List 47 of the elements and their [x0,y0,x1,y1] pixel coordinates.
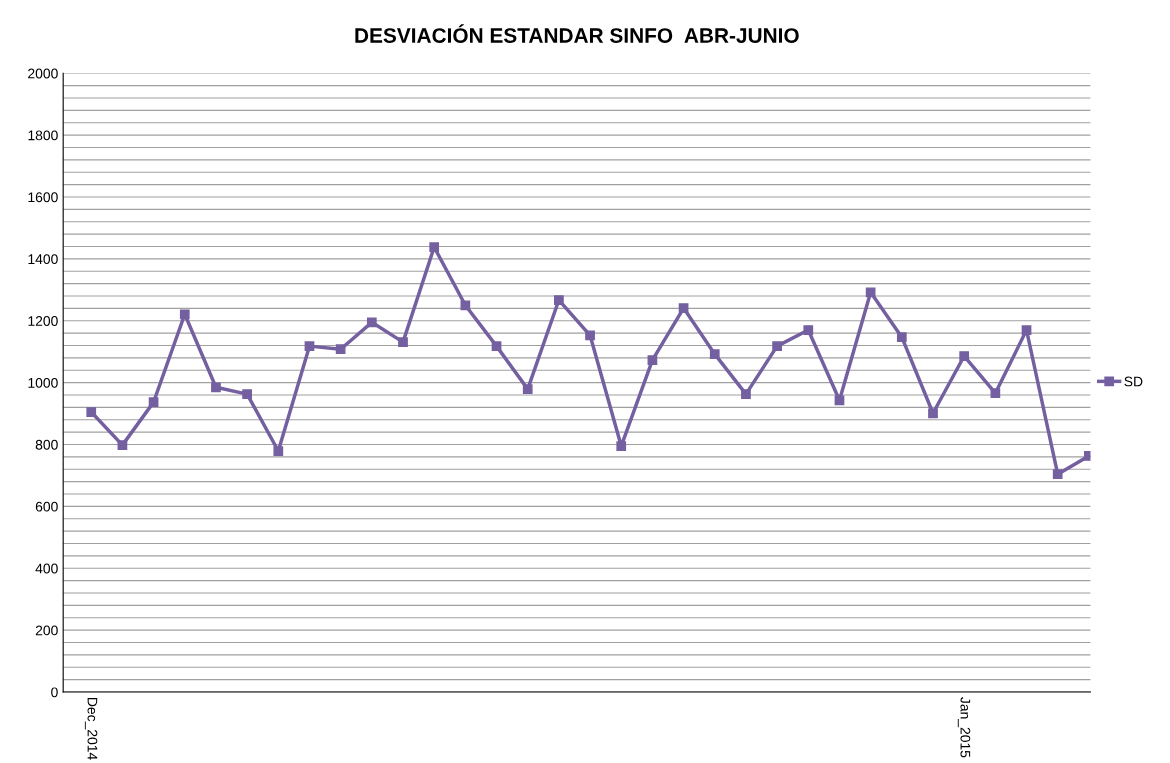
legend-label: SD [1124,376,1143,387]
point [990,388,1001,399]
point [959,351,970,361]
point [148,397,159,407]
y-tick-label: 1400 [28,254,58,265]
point [491,341,502,351]
point [211,382,221,393]
y-tick-label: 400 [35,563,58,574]
chart-title: DESVIACIÓN ESTANDAR SINFO ABR-JUNIO [355,24,799,43]
point [647,355,658,365]
point [273,446,284,456]
point [896,332,907,343]
point [928,408,938,419]
point [242,389,252,399]
y-tick-label: 0 [51,687,58,698]
point [678,303,689,313]
point [460,300,471,311]
point [304,341,315,351]
y-tick-label: 600 [35,501,58,512]
point [398,337,408,347]
point [1021,325,1032,335]
point [429,242,440,252]
y-tick-label: 1000 [28,377,58,388]
x-tick-label: Jan_2015 [957,697,971,758]
y-tick-label: 200 [35,625,58,636]
point [179,309,190,320]
point [522,384,533,395]
point [554,295,564,305]
point [585,330,595,341]
point [616,441,627,451]
point [86,407,97,417]
point [366,317,377,328]
point [865,287,876,298]
point [834,395,845,406]
y-tick-label: 1600 [28,192,58,203]
y-tick-label: 2000 [28,68,58,79]
y-tick-label: 800 [35,439,58,450]
y-tick-label: 1800 [28,130,58,141]
point [741,389,751,399]
point [803,325,814,335]
point [335,344,346,355]
point [709,349,720,360]
point [117,440,128,451]
y-tick-label: 1200 [28,316,58,326]
point [772,341,782,351]
point [1052,469,1063,480]
x-tick-label: Dec_2014 [84,698,98,760]
